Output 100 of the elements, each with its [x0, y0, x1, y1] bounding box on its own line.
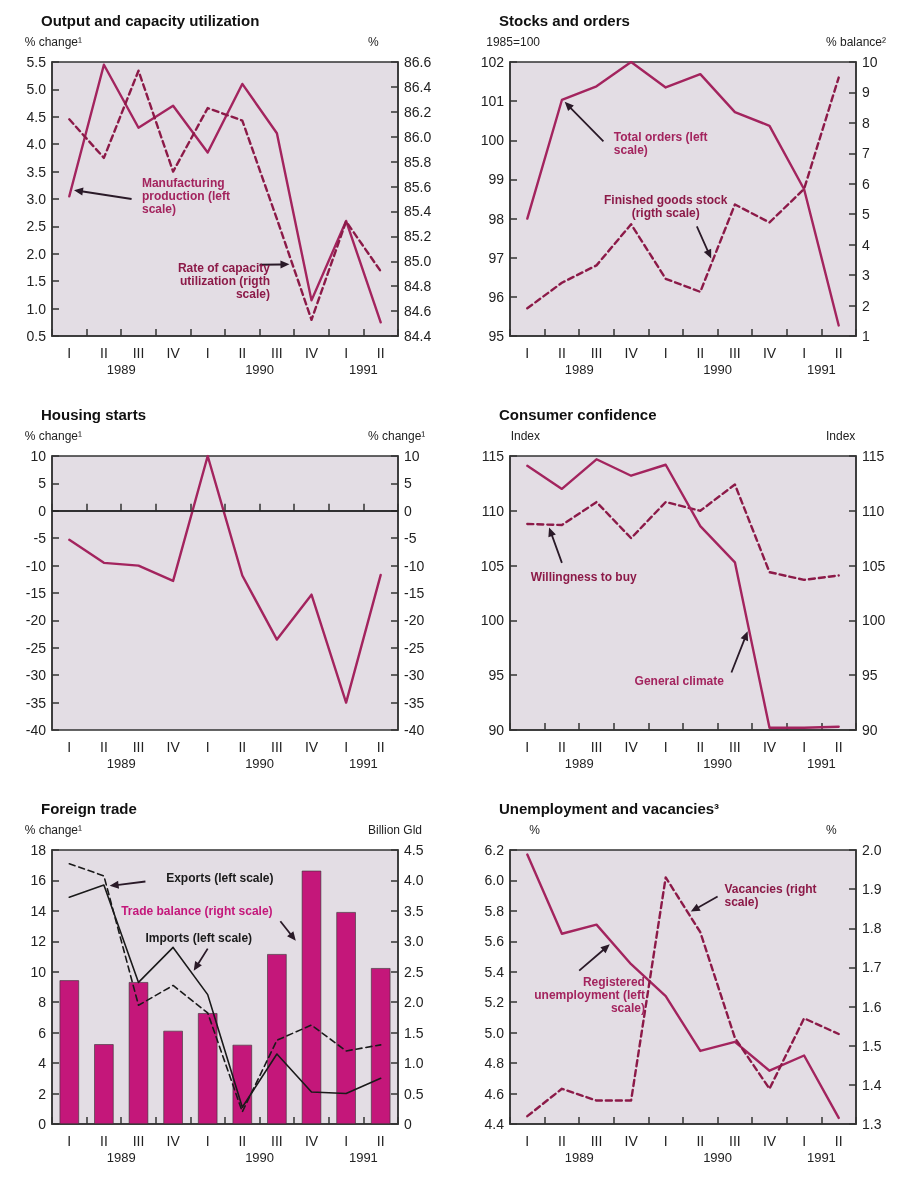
x-tick-label: IV	[304, 739, 319, 755]
y2-tick-label: 2.0	[862, 842, 882, 858]
y-tick-label: 0	[38, 502, 47, 519]
y-tick-label: -5	[33, 530, 47, 547]
x-tick-label: IV	[624, 1133, 639, 1149]
x-tick-label: I	[205, 1133, 210, 1149]
y2-tick-label: 10	[862, 54, 878, 70]
y2-tick-label: 3.5	[404, 902, 424, 919]
y2-tick-label: 4.5	[404, 842, 424, 858]
line-series	[526, 483, 840, 582]
chart-title: Stocks and orders	[499, 12, 630, 29]
text: Trade balance (right scale)	[121, 903, 274, 918]
y2-tick-label: 1.8	[862, 920, 882, 937]
text: 1990	[703, 756, 733, 771]
x-tick-label: I	[344, 739, 349, 755]
x-tick-label: III	[590, 345, 603, 361]
chart-title: Output and capacity utilization	[41, 12, 260, 29]
y2-tick-label: 7	[862, 145, 870, 162]
y-tick-label: 100	[480, 612, 505, 629]
y-tick-label: 5.5	[26, 54, 47, 70]
x-tick-label: II	[100, 739, 108, 755]
text: General climate	[634, 674, 725, 689]
x-tick-label: IV	[166, 345, 181, 361]
chart-title: Foreign trade	[41, 800, 137, 817]
text: 1991	[348, 756, 378, 771]
y-tick-label: 12	[30, 933, 47, 950]
y2-tick-label: 85.0	[404, 253, 432, 270]
series-label: Finished goods stock (rigth scale)	[603, 192, 729, 220]
y2-tick-label: 1	[862, 328, 870, 344]
text: 1991	[806, 756, 836, 771]
text: 1991	[348, 362, 378, 377]
y-tick-label: 14	[30, 902, 47, 919]
y-tick-label: 110	[481, 502, 505, 519]
y-tick-label: 96	[488, 288, 505, 305]
y-tick-label: 6.2	[484, 842, 505, 858]
y2-tick-label: 115	[862, 448, 885, 464]
y2-axis-title: %	[368, 35, 379, 49]
y-tick-label: 5.0	[484, 1024, 505, 1041]
x-tick-label: II	[558, 739, 566, 755]
y2-tick-label: 85.2	[404, 228, 432, 245]
y-tick-label: 5.8	[484, 902, 505, 919]
text: 1989	[106, 756, 136, 771]
text: 1990	[703, 1150, 733, 1165]
y2-tick-label: 85.4	[404, 203, 432, 220]
x-tick-label: IV	[762, 1133, 777, 1149]
y-tick-label: 105	[480, 557, 505, 574]
y-tick-label: 4.8	[484, 1055, 505, 1072]
y-tick-label: 16	[30, 872, 47, 889]
y-axis-title: % change¹	[24, 429, 82, 443]
y-tick-label: 102	[480, 54, 505, 70]
y2-tick-label: 110	[862, 502, 885, 519]
y2-tick-label: 86.2	[404, 103, 432, 120]
x-tick-label: III	[271, 1133, 283, 1149]
y2-tick-label: 8	[862, 114, 870, 131]
y2-tick-label: -40	[404, 722, 425, 738]
x-tick-label: I	[67, 1133, 72, 1149]
x-tick-label: II	[834, 739, 843, 755]
y2-tick-label: 1.9	[862, 881, 882, 898]
series-label: Imports (left scale)	[145, 931, 254, 946]
x-tick-label: III	[132, 1133, 145, 1149]
x-tick-label: II	[558, 1133, 566, 1149]
y-tick-label: 6	[38, 1024, 47, 1041]
y2-tick-label: 0.5	[404, 1085, 424, 1102]
text: 1990	[245, 756, 275, 771]
y-axis-title: % change¹	[24, 823, 82, 837]
y-tick-label: 4.5	[26, 108, 47, 125]
x-tick-label: II	[376, 345, 385, 361]
series-label: Rate of capacity utilization (rigth scale)	[176, 261, 270, 302]
y-axis-title: % change¹	[24, 35, 82, 49]
y2-tick-label: 0	[404, 502, 412, 519]
line-series	[68, 454, 382, 704]
text: 1991	[348, 1150, 378, 1165]
y-tick-label: 4.6	[484, 1085, 505, 1102]
y2-tick-label: 2.5	[404, 963, 424, 980]
y-tick-label: -40	[25, 722, 47, 738]
x-tick-label: III	[271, 739, 283, 755]
x-tick-label: II	[238, 345, 247, 361]
x-tick-label: IV	[762, 739, 777, 755]
text: 1991	[806, 362, 836, 377]
x-tick-label: I	[802, 739, 807, 755]
x-tick-label: IV	[166, 739, 181, 755]
y-tick-label: 0	[38, 1116, 47, 1132]
series-label: Registered unemployment (left scale)	[534, 975, 645, 1016]
y-tick-label: 5.0	[26, 81, 47, 98]
y-tick-label: 10	[30, 448, 47, 464]
y2-tick-label: 10	[404, 448, 420, 464]
y-tick-label: -20	[25, 612, 47, 629]
x-tick-label: II	[100, 1133, 108, 1149]
y-tick-label: 101	[480, 93, 505, 110]
y-tick-label: 4	[38, 1055, 47, 1072]
y-tick-label: -25	[25, 639, 47, 656]
y-tick-label: 8	[38, 994, 47, 1011]
x-tick-label: II	[696, 1133, 705, 1149]
y-tick-label: 1.5	[26, 273, 47, 290]
y2-tick-label: -10	[404, 557, 425, 574]
x-tick-label: IV	[304, 1133, 319, 1149]
y2-tick-label: 5	[862, 206, 870, 223]
y2-tick-label: 84.6	[404, 303, 432, 320]
y2-tick-label: 1.4	[862, 1076, 882, 1093]
x-tick-label: II	[696, 345, 705, 361]
